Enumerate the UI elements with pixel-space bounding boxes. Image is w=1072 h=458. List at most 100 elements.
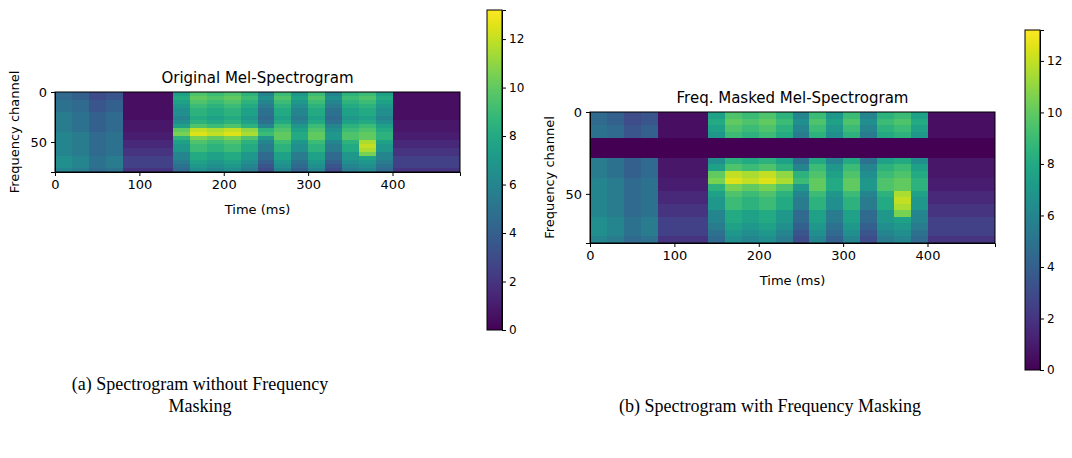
heatmap-cell — [978, 236, 995, 243]
heatmap-cell — [224, 160, 241, 165]
heatmap-cell — [173, 120, 190, 125]
heatmap-cell — [89, 104, 106, 109]
heatmap-cell — [793, 151, 810, 158]
heatmap-cell — [961, 223, 978, 230]
heatmap-cell — [759, 230, 776, 237]
heatmap-cell — [55, 160, 72, 165]
heatmap-cell — [89, 144, 106, 149]
heatmap-cell — [325, 116, 342, 121]
heatmap-cell — [725, 138, 742, 145]
heatmap-cell — [393, 92, 410, 97]
heatmap-cell — [607, 210, 624, 217]
heatmap-cell — [207, 96, 224, 101]
heatmap-cell — [190, 160, 207, 165]
heatmap-cell — [393, 104, 410, 109]
heatmap-cell — [877, 112, 894, 119]
heatmap-cell — [173, 104, 190, 109]
heatmap-cell — [376, 104, 393, 109]
heatmap-cell — [793, 178, 810, 185]
heatmap-cell — [173, 152, 190, 157]
heatmap-cell — [274, 108, 291, 113]
heatmap-cell — [691, 112, 708, 119]
heatmap-cell — [725, 236, 742, 243]
heatmap-cell — [409, 92, 426, 97]
heatmap-cell — [139, 104, 156, 109]
heatmap-cell — [207, 148, 224, 153]
heatmap-cell — [776, 158, 793, 165]
heatmap-cell — [376, 100, 393, 105]
heatmap-cell — [156, 120, 173, 125]
colorbar-axis-tick-label: 8 — [509, 129, 517, 143]
heatmap-cell — [123, 108, 140, 113]
heatmap-cell — [426, 144, 443, 149]
heatmap-cell — [725, 197, 742, 204]
heatmap-cell — [911, 210, 928, 217]
heatmap-cell — [776, 210, 793, 217]
heatmap-cell — [325, 104, 342, 109]
heatmap-cell — [742, 236, 759, 243]
heatmap-cell — [409, 152, 426, 157]
heatmap-cell — [911, 151, 928, 158]
x-axis-tick-label: 100 — [127, 177, 152, 192]
heatmap-cell — [426, 136, 443, 141]
heatmap-cell — [911, 171, 928, 178]
heatmap-cell — [308, 96, 325, 101]
heatmap-cell — [359, 136, 376, 141]
heatmap-cell — [691, 204, 708, 211]
heatmap-cell — [156, 104, 173, 109]
heatmap-cell — [123, 128, 140, 133]
heatmap-cell — [106, 128, 123, 133]
colorbar: 024681012 — [487, 10, 524, 337]
heatmap-cell — [393, 128, 410, 133]
heatmap-cell — [725, 184, 742, 191]
heatmap-cell — [843, 125, 860, 132]
heatmap-cell — [826, 145, 843, 152]
colorbar-axis-tick-mark — [502, 88, 506, 89]
heatmap-cell — [928, 171, 945, 178]
heatmap-cell — [291, 136, 308, 141]
heatmap-cell — [928, 158, 945, 165]
colorbar-axis-line — [503, 11, 507, 331]
heatmap-cell — [961, 119, 978, 126]
heatmap-cell — [359, 112, 376, 117]
heatmap-cell — [624, 204, 641, 211]
heatmap-cell — [911, 230, 928, 237]
heatmap-cell — [860, 145, 877, 152]
heatmap-cell — [106, 156, 123, 161]
heatmap-cell — [55, 96, 72, 101]
heatmap-cell — [877, 191, 894, 198]
heatmap-cell — [894, 197, 911, 204]
heatmap-cell — [759, 210, 776, 217]
heatmap-cell — [156, 136, 173, 141]
heatmap-cell — [826, 223, 843, 230]
heatmap-cell — [674, 178, 691, 185]
heatmap-cell — [725, 171, 742, 178]
heatmap-cell — [207, 92, 224, 97]
heatmap-cell — [106, 160, 123, 165]
heatmap-cell — [426, 104, 443, 109]
heatmap-cell — [793, 158, 810, 165]
heatmap-cell — [409, 104, 426, 109]
colorbar-axis-tick-mark — [502, 330, 506, 331]
heatmap-cell — [274, 92, 291, 97]
heatmap-cell — [139, 164, 156, 169]
heatmap-cell — [742, 132, 759, 139]
x-axis-tick: 400 — [916, 243, 941, 263]
heatmap-cell — [894, 112, 911, 119]
colorbar-axis-tick-label: 2 — [1047, 312, 1055, 326]
heatmap-cell — [342, 164, 359, 169]
heatmap-cell — [843, 132, 860, 139]
heatmap-cell — [928, 125, 945, 132]
heatmap-cell — [123, 168, 140, 172]
y-axis-title: Frequency channel — [542, 116, 557, 239]
heatmap-cell — [759, 171, 776, 178]
heatmap-cell — [443, 100, 460, 105]
heatmap-cell — [72, 140, 89, 145]
heatmap-cell — [376, 160, 393, 165]
heatmap-cell — [72, 100, 89, 105]
x-axis-tick: 200 — [212, 172, 237, 192]
heatmap-cell — [691, 164, 708, 171]
heatmap-cell — [658, 145, 675, 152]
heatmap-cell — [409, 116, 426, 121]
heatmap-cell — [224, 132, 241, 137]
